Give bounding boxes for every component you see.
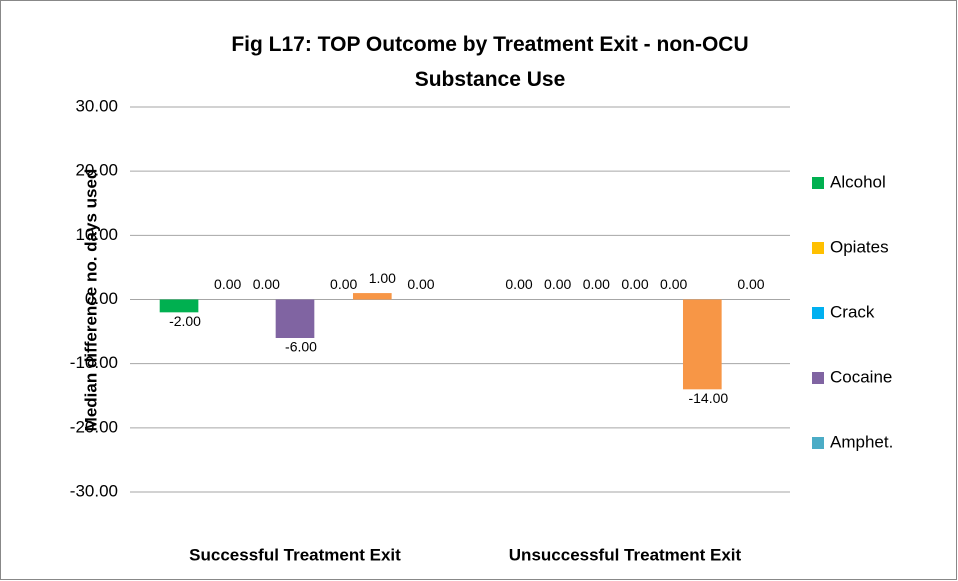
data-label: 0.00 (737, 276, 764, 292)
data-label: 0.00 (214, 276, 241, 292)
bar (159, 299, 199, 313)
x-tick-label: Unsuccessful Treatment Exit (509, 545, 742, 564)
title-line: Substance Use (415, 68, 566, 91)
legend-label: Crack (830, 302, 875, 321)
legend-swatch (812, 437, 824, 449)
y-tick-label: 10.00 (75, 225, 118, 244)
y-tick-label: -10.00 (70, 353, 118, 372)
y-tick-label: 30.00 (75, 96, 118, 115)
legend-swatch (812, 372, 824, 384)
y-axis-title: Median difference no. days used (81, 169, 100, 432)
data-label: 0.00 (583, 276, 610, 292)
data-label: 0.00 (660, 276, 687, 292)
y-tick-label: -20.00 (70, 417, 118, 436)
x-tick-label: Successful Treatment Exit (189, 545, 401, 564)
data-label: 0.00 (621, 276, 648, 292)
y-tick-label: -30.00 (70, 481, 118, 500)
data-label: 0.00 (330, 276, 357, 292)
data-label: 0.00 (505, 276, 532, 292)
legend-label: Opiates (830, 237, 889, 256)
legend-label: Amphet. (830, 432, 893, 451)
data-label: -2.00 (169, 313, 201, 329)
data-label: -14.00 (688, 390, 728, 406)
bar (352, 293, 392, 300)
data-label: 0.00 (407, 276, 434, 292)
legend-label: Cocaine (830, 367, 892, 386)
y-tick-label: 0.00 (85, 289, 118, 308)
y-tick-label: 20.00 (75, 161, 118, 180)
data-label: -6.00 (285, 339, 317, 355)
legend-swatch (812, 307, 824, 319)
title-line: Fig L17: TOP Outcome by Treatment Exit -… (231, 33, 748, 56)
data-label: 0.00 (253, 276, 280, 292)
data-label: 1.00 (369, 270, 396, 286)
chart-title: Fig L17: TOP Outcome by Treatment Exit -… (231, 33, 748, 91)
bar (275, 299, 315, 338)
legend-swatch (812, 242, 824, 254)
legend-label: Alcohol (830, 172, 886, 191)
legend-swatch (812, 177, 824, 189)
bar (682, 299, 722, 390)
data-label: 0.00 (544, 276, 571, 292)
